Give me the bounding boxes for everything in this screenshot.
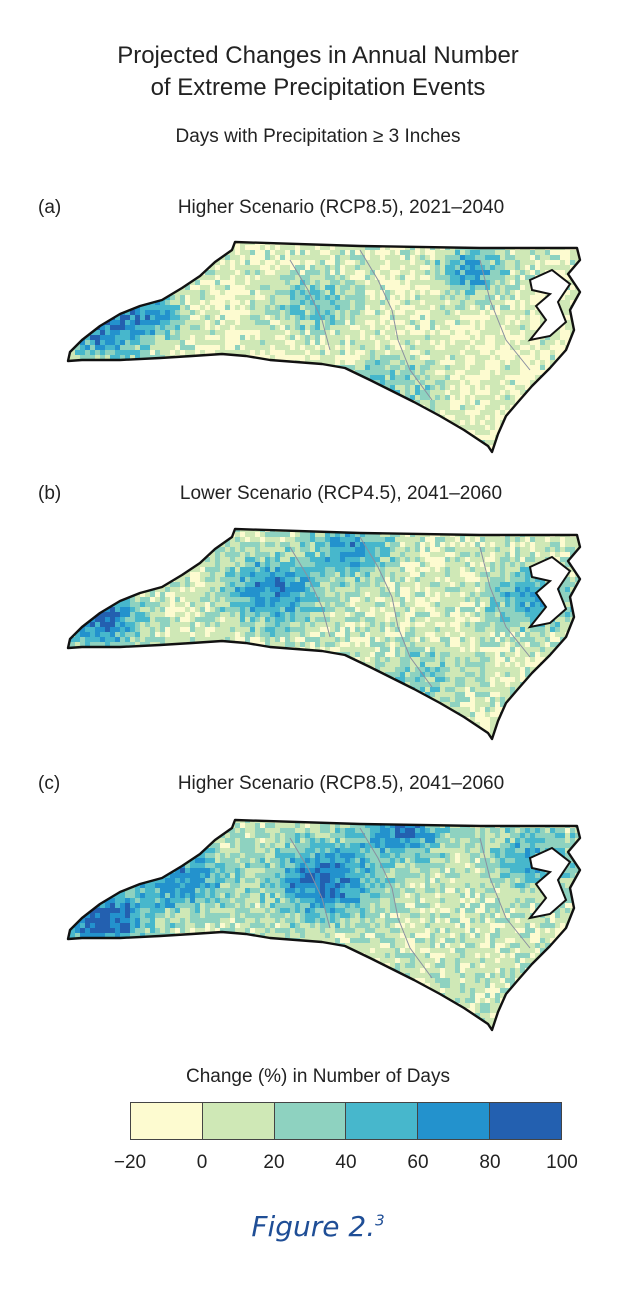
figure-caption-text: Figure 2. — [251, 1210, 376, 1243]
map-pixels — [68, 529, 580, 739]
state-outline — [66, 818, 582, 1032]
legend-bin-4 — [346, 1103, 419, 1139]
legend-bin-3 — [274, 1103, 347, 1139]
panel-a-title: Higher Scenario (RCP8.5), 2021–2040 — [177, 197, 505, 218]
river-line — [359, 536, 433, 688]
coastal-sound — [527, 555, 572, 629]
river-line — [479, 837, 531, 949]
legend-tick-6: 80 — [479, 1152, 501, 1173]
state-outline — [66, 240, 582, 454]
river-line — [289, 546, 331, 638]
legend-tick-2: 0 — [196, 1152, 208, 1173]
coastal-sound — [527, 846, 572, 920]
figure-title-line-2: of Extreme Precipitation Events — [150, 74, 486, 101]
legend-color-bar — [130, 1102, 562, 1140]
legend-title: Change (%) in Number of Days — [186, 1066, 450, 1087]
panel-c-title: Higher Scenario (RCP8.5), 2041–2060 — [177, 773, 505, 794]
map-panel-b — [66, 527, 582, 741]
figure-caption-superscript: 3 — [375, 1211, 385, 1230]
legend-tick-3: 20 — [263, 1152, 285, 1173]
map-pixels — [68, 820, 580, 1030]
panel-a-label: (a) — [38, 197, 62, 218]
panel-c-label: (c) — [38, 773, 61, 794]
river-line — [289, 259, 331, 351]
legend-tick-7: 100 — [546, 1152, 578, 1173]
map-pixels — [68, 242, 580, 452]
river-line — [359, 249, 433, 401]
figure-title-line-1: Projected Changes in Annual Number — [117, 42, 519, 69]
legend-bin-1 — [131, 1103, 203, 1139]
legend-tick-5: 60 — [407, 1152, 429, 1173]
map-panel-c — [66, 818, 582, 1032]
legend-bin-2 — [202, 1103, 275, 1139]
river-line — [359, 827, 433, 979]
river-line — [479, 259, 531, 371]
river-line — [289, 837, 331, 929]
coastal-sound — [527, 268, 572, 342]
figure-caption: Figure 2.3 — [0, 1210, 636, 1243]
legend-bin-5 — [418, 1103, 491, 1139]
figure-subtitle: Days with Precipitation ≥ 3 Inches — [175, 126, 461, 147]
panel-b-title: Lower Scenario (RCP4.5), 2041–2060 — [179, 483, 503, 504]
legend-bin-6 — [490, 1103, 561, 1139]
state-outline — [66, 527, 582, 741]
river-line — [479, 546, 531, 658]
panel-b-label: (b) — [38, 483, 62, 504]
legend-tick-4: 40 — [335, 1152, 357, 1173]
map-panel-a — [66, 240, 582, 454]
legend-tick-1: −20 — [113, 1152, 147, 1173]
